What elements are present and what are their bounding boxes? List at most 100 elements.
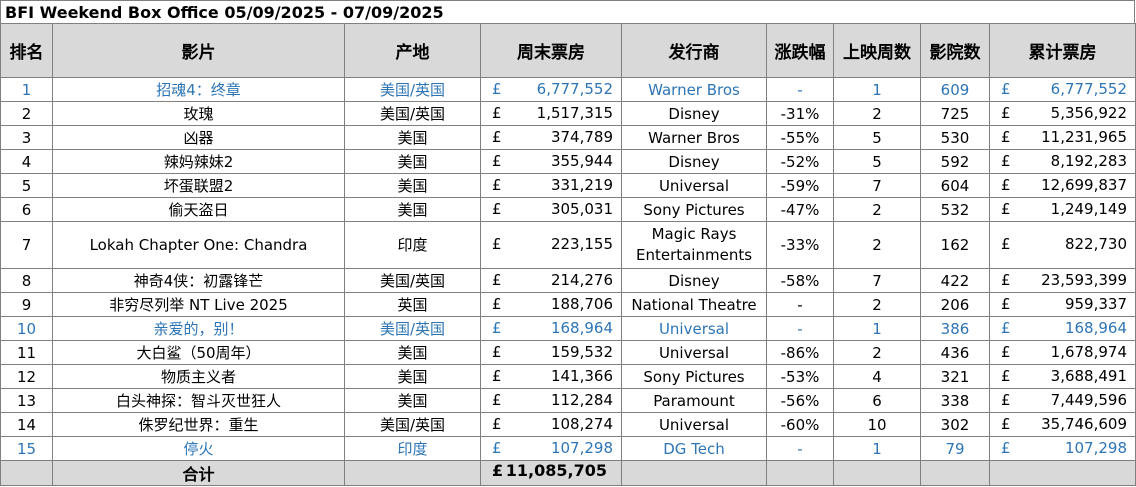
cinemas-cell[interactable]: 436 [920, 340, 990, 365]
cinemas-cell[interactable]: 609 [920, 77, 990, 102]
total-rank-cell[interactable] [0, 460, 53, 486]
weekend-gross-cell[interactable]: £374,789 [480, 125, 622, 150]
change-cell[interactable]: -56% [766, 388, 834, 413]
origin-cell[interactable]: 美国 [344, 388, 481, 413]
distributor-cell[interactable]: Universal [621, 173, 767, 198]
total-distributor-cell[interactable] [621, 460, 767, 486]
total-gross-cell[interactable]: £168,964 [989, 316, 1136, 341]
change-cell[interactable]: -47% [766, 197, 834, 222]
change-cell[interactable]: -86% [766, 340, 834, 365]
distributor-cell[interactable]: Paramount [621, 388, 767, 413]
weekend-gross-cell[interactable]: £141,366 [480, 364, 622, 389]
distributor-cell[interactable]: Warner Bros [621, 125, 767, 150]
origin-cell[interactable]: 美国 [344, 364, 481, 389]
change-cell[interactable]: -58% [766, 268, 834, 293]
origin-cell[interactable]: 美国/英国 [344, 101, 481, 126]
total-gross-cell[interactable]: £5,356,922 [989, 101, 1136, 126]
rank-cell[interactable]: 14 [0, 412, 53, 437]
origin-cell[interactable]: 美国/英国 [344, 268, 481, 293]
film-cell[interactable]: 辣妈辣妹2 [52, 149, 345, 174]
origin-cell[interactable]: 美国 [344, 173, 481, 198]
weeks-cell[interactable]: 6 [833, 388, 921, 413]
cinemas-cell[interactable]: 532 [920, 197, 990, 222]
film-cell[interactable]: 坏蛋联盟2 [52, 173, 345, 198]
cinemas-cell[interactable]: 386 [920, 316, 990, 341]
distributor-cell[interactable]: Magic Rays Entertainments [621, 221, 767, 269]
cinemas-cell[interactable]: 302 [920, 412, 990, 437]
film-cell[interactable]: 凶器 [52, 125, 345, 150]
distributor-cell[interactable]: Disney [621, 101, 767, 126]
rank-cell[interactable]: 10 [0, 316, 53, 341]
total-gross-cell[interactable]: £3,688,491 [989, 364, 1136, 389]
film-cell[interactable]: 亲爱的，别！ [52, 316, 345, 341]
film-cell[interactable]: 玫瑰 [52, 101, 345, 126]
change-cell[interactable]: -55% [766, 125, 834, 150]
film-cell[interactable]: 大白鲨（50周年） [52, 340, 345, 365]
total-gross-cell[interactable]: £8,192,283 [989, 149, 1136, 174]
rank-cell[interactable]: 9 [0, 292, 53, 317]
origin-cell[interactable]: 美国/英国 [344, 77, 481, 102]
total-gross-cell[interactable]: £107,298 [989, 436, 1136, 461]
change-cell[interactable]: -53% [766, 364, 834, 389]
change-cell[interactable]: - [766, 316, 834, 341]
header-origin[interactable]: 产地 [344, 23, 481, 78]
film-cell[interactable]: 偷天盗日 [52, 197, 345, 222]
weeks-cell[interactable]: 1 [833, 77, 921, 102]
change-cell[interactable]: - [766, 292, 834, 317]
change-cell[interactable]: -31% [766, 101, 834, 126]
cinemas-cell[interactable]: 79 [920, 436, 990, 461]
total-gross-cell[interactable]: £35,746,609 [989, 412, 1136, 437]
weeks-cell[interactable]: 7 [833, 173, 921, 198]
rank-cell[interactable]: 11 [0, 340, 53, 365]
rank-cell[interactable]: 8 [0, 268, 53, 293]
film-cell[interactable]: Lokah Chapter One: Chandra [52, 221, 345, 269]
cinemas-cell[interactable]: 422 [920, 268, 990, 293]
total-gross-cell[interactable]: £1,249,149 [989, 197, 1136, 222]
change-cell[interactable]: - [766, 77, 834, 102]
cinemas-cell[interactable]: 162 [920, 221, 990, 269]
distributor-cell[interactable]: Sony Pictures [621, 364, 767, 389]
film-cell[interactable]: 非穷尽列举 NT Live 2025 [52, 292, 345, 317]
weekend-gross-cell[interactable]: £223,155 [480, 221, 622, 269]
rank-cell[interactable]: 6 [0, 197, 53, 222]
change-cell[interactable]: -60% [766, 412, 834, 437]
total-gross-cell[interactable]: £959,337 [989, 292, 1136, 317]
film-cell[interactable]: 物质主义者 [52, 364, 345, 389]
rank-cell[interactable]: 1 [0, 77, 53, 102]
header-change[interactable]: 涨跌幅 [766, 23, 834, 78]
total-label[interactable]: 合计 [52, 460, 345, 486]
cinemas-cell[interactable]: 725 [920, 101, 990, 126]
origin-cell[interactable]: 英国 [344, 292, 481, 317]
change-cell[interactable]: -33% [766, 221, 834, 269]
weekend-gross-cell[interactable]: £331,219 [480, 173, 622, 198]
distributor-cell[interactable]: National Theatre [621, 292, 767, 317]
distributor-cell[interactable]: Universal [621, 316, 767, 341]
total-total-cell[interactable] [989, 460, 1136, 486]
weeks-cell[interactable]: 2 [833, 197, 921, 222]
distributor-cell[interactable]: DG Tech [621, 436, 767, 461]
total-gross-cell[interactable]: £7,449,596 [989, 388, 1136, 413]
distributor-cell[interactable]: Warner Bros [621, 77, 767, 102]
rank-cell[interactable]: 3 [0, 125, 53, 150]
film-cell[interactable]: 招魂4：终章 [52, 77, 345, 102]
cinemas-cell[interactable]: 206 [920, 292, 990, 317]
header-total-gross[interactable]: 累计票房 [989, 23, 1136, 78]
origin-cell[interactable]: 美国 [344, 149, 481, 174]
weekend-gross-cell[interactable]: £107,298 [480, 436, 622, 461]
header-rank[interactable]: 排名 [0, 23, 53, 78]
total-gross-cell[interactable]: £822,730 [989, 221, 1136, 269]
change-cell[interactable]: -59% [766, 173, 834, 198]
weeks-cell[interactable]: 2 [833, 292, 921, 317]
total-gross-cell[interactable]: £6,777,552 [989, 77, 1136, 102]
total-gross-cell[interactable]: £12,699,837 [989, 173, 1136, 198]
header-distributor[interactable]: 发行商 [621, 23, 767, 78]
distributor-cell[interactable]: Disney [621, 268, 767, 293]
weeks-cell[interactable]: 4 [833, 364, 921, 389]
change-cell[interactable]: - [766, 436, 834, 461]
rank-cell[interactable]: 5 [0, 173, 53, 198]
weeks-cell[interactable]: 7 [833, 268, 921, 293]
cinemas-cell[interactable]: 604 [920, 173, 990, 198]
header-cinemas[interactable]: 影院数 [920, 23, 990, 78]
rank-cell[interactable]: 13 [0, 388, 53, 413]
total-origin-cell[interactable] [344, 460, 481, 486]
